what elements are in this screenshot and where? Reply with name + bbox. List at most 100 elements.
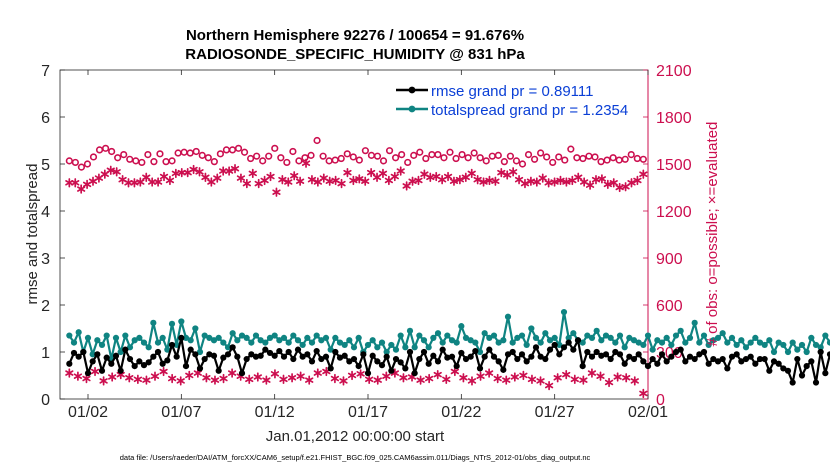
rmse-point — [117, 367, 124, 374]
obs-possible-point — [398, 151, 406, 159]
totalspread-point — [756, 339, 764, 346]
rmse-point — [574, 337, 582, 344]
rmse-point — [122, 346, 129, 353]
rmse-point — [658, 351, 666, 358]
obs-count-low-point — [305, 375, 314, 385]
obs-evaluated-point — [100, 169, 109, 179]
obs-count-low-point — [544, 380, 554, 391]
obs-possible-point — [198, 151, 206, 159]
totalspread-point — [318, 337, 325, 344]
totalspread-point — [761, 341, 768, 349]
rmse-point — [294, 346, 302, 353]
totalspread-point — [467, 337, 474, 344]
obs-possible-point — [422, 154, 430, 163]
totalspread-point — [276, 337, 283, 344]
obs-evaluated-point — [627, 178, 636, 188]
rmse-point — [458, 349, 465, 357]
rmse-point — [364, 370, 372, 377]
obs-possible-point — [627, 151, 635, 159]
totalspread-point — [210, 337, 218, 344]
totalspread-point — [635, 339, 642, 346]
rmse-point — [476, 365, 484, 372]
legend-spread-label: totalspread grand pr = 1.2354 — [431, 102, 628, 119]
rmse-point — [346, 358, 353, 365]
rmse-point — [500, 366, 507, 373]
obs-count-low-point — [219, 373, 228, 384]
totalspread-point — [752, 334, 759, 341]
rmse-point — [266, 349, 274, 357]
totalspread-point — [472, 339, 479, 346]
obs-possible-point — [240, 148, 249, 156]
totalspread-point — [770, 348, 778, 356]
obs-possible-point — [440, 154, 448, 162]
rmse-point — [607, 355, 614, 363]
rmse-point — [714, 358, 722, 365]
x-tick-label: 01/12 — [255, 404, 295, 421]
totalspread-point — [556, 341, 563, 349]
rmse-point — [514, 355, 521, 363]
totalspread-point — [579, 339, 586, 346]
obs-evaluated-point — [633, 175, 642, 186]
obs-possible-point — [500, 158, 508, 166]
obs-evaluated-point — [77, 184, 86, 194]
rmse-point — [705, 360, 712, 367]
obs-evaluated-point — [550, 177, 559, 187]
rmse-point — [733, 351, 740, 358]
totalspread-point — [402, 344, 409, 351]
rmse-point — [178, 334, 185, 341]
rmse-point — [430, 352, 437, 359]
rmse-point — [766, 367, 773, 374]
rmse-point — [593, 348, 600, 356]
right-tick-label: 900 — [656, 251, 683, 268]
totalspread-point — [383, 348, 390, 356]
rmse-point — [262, 346, 269, 353]
obs-evaluated-point — [112, 167, 121, 177]
rmse-point — [434, 358, 442, 365]
rmse-point — [271, 352, 278, 359]
obs-evaluated-point — [479, 177, 488, 187]
rmse-point — [196, 365, 204, 372]
rmse-point — [686, 353, 694, 360]
rmse-point — [490, 353, 498, 360]
totalspread-point — [206, 334, 213, 341]
obs-possible-point — [101, 144, 110, 152]
obs-possible-point — [549, 158, 557, 167]
totalspread-point — [626, 334, 633, 341]
rmse-point — [220, 354, 227, 361]
obs-possible-point — [609, 154, 617, 162]
rmse-series — [66, 334, 830, 386]
rmse-point — [154, 348, 162, 356]
obs-count-low-point — [467, 376, 477, 386]
rmse-point — [243, 355, 250, 363]
totalspread-point — [784, 348, 792, 356]
obs-evaluated-point — [307, 175, 317, 185]
obs-possible-point — [120, 151, 128, 159]
obs-possible-point — [361, 147, 370, 155]
obs-count-low-point — [416, 375, 425, 385]
rmse-point — [523, 358, 530, 365]
obs-possible-point — [524, 151, 533, 159]
obs-evaluated-point — [213, 173, 222, 183]
data-file-footer: data file: /Users/raeder/DAI/ATM_forcXX/… — [120, 453, 591, 462]
totalspread-point — [94, 337, 101, 344]
obs-evaluated-point — [313, 177, 323, 187]
rmse-point — [383, 353, 390, 360]
totalspread-point — [234, 337, 241, 344]
totalspread-point — [523, 341, 530, 349]
totalspread-point — [187, 337, 194, 344]
obs-count-low-point — [347, 370, 357, 381]
totalspread-point — [672, 332, 680, 339]
totalspread-point — [803, 348, 810, 356]
obs-count-low-point — [253, 372, 262, 382]
rmse-point — [224, 351, 232, 358]
rmse-point — [164, 357, 171, 364]
rmse-point — [126, 355, 134, 363]
totalspread-point — [817, 344, 824, 351]
left-tick-label: 3 — [41, 251, 50, 268]
left-tick-label: 5 — [41, 157, 50, 174]
totalspread-point — [598, 337, 605, 344]
totalspread-point — [808, 334, 815, 341]
rmse-point — [602, 351, 610, 358]
rmse-point — [145, 359, 152, 366]
rmse-point — [584, 348, 591, 356]
